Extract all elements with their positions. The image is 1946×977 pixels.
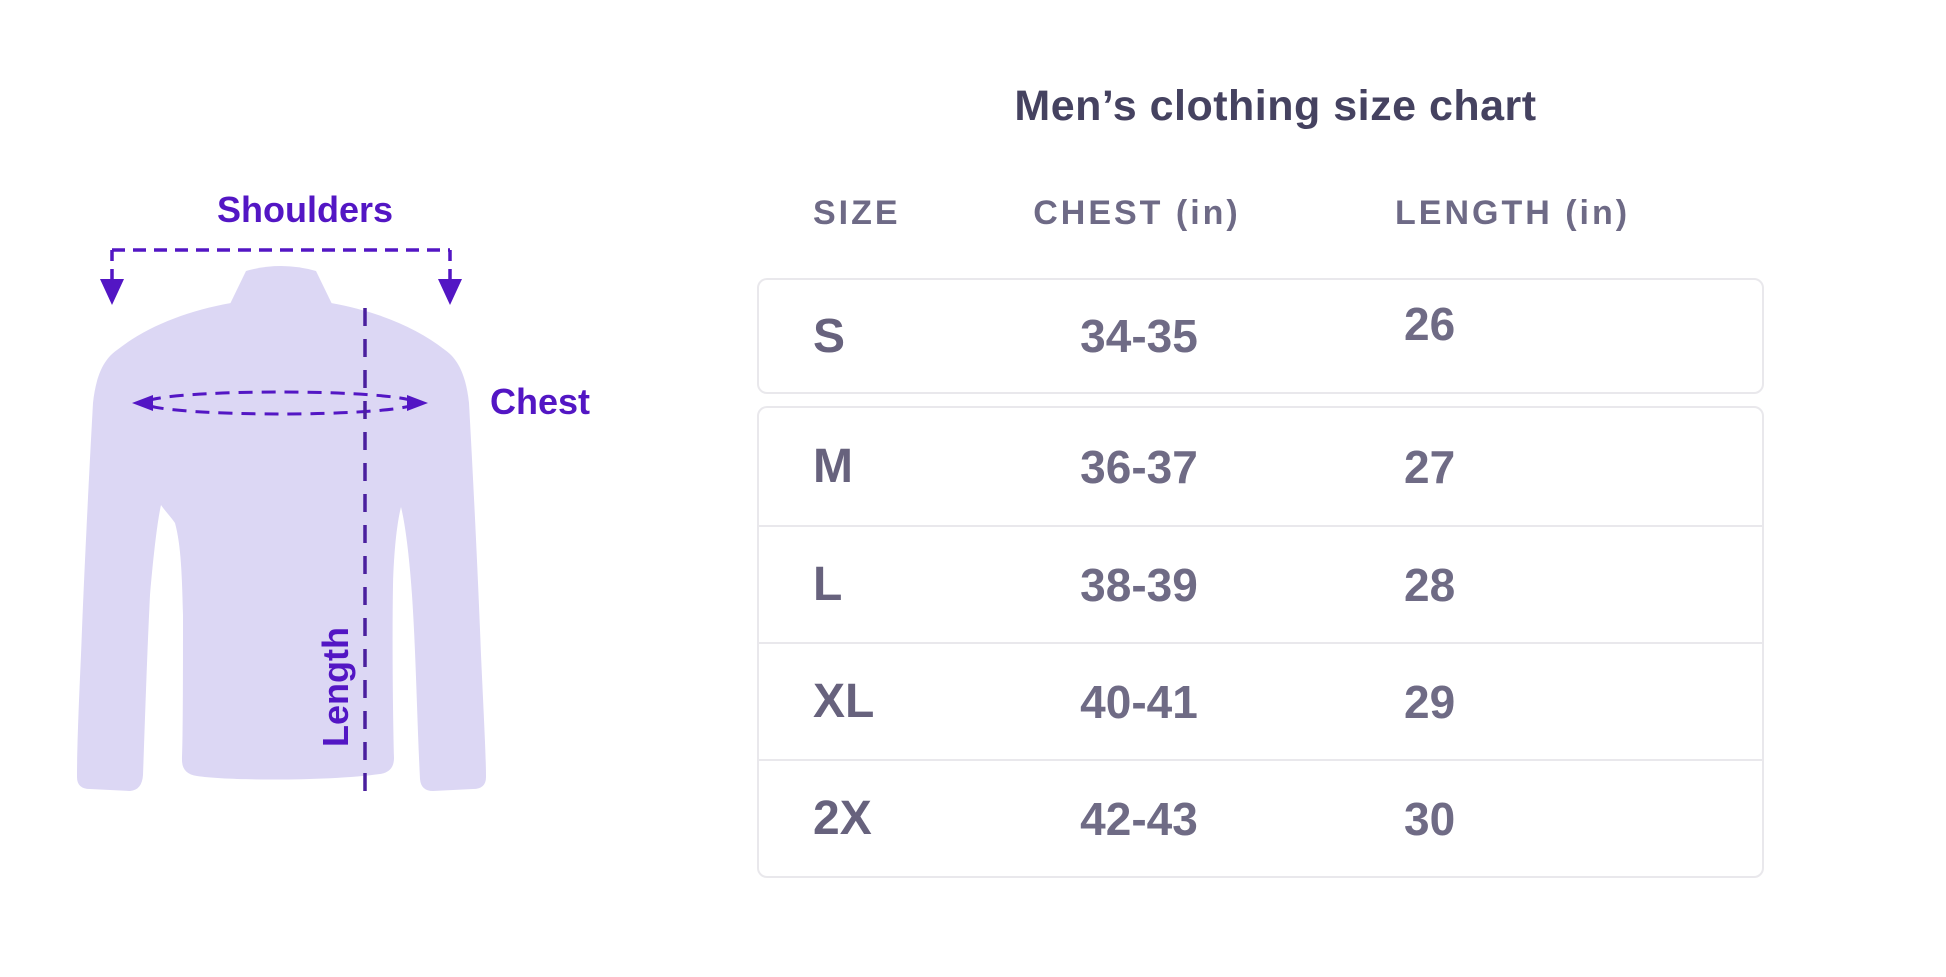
size-value: 2X xyxy=(813,792,872,845)
length-value: 27 xyxy=(1404,440,1456,493)
column-header-chest: CHEST (in) xyxy=(1033,194,1241,232)
table-box-main: M 36-37 27 L 38-39 28 XL 40-41 29 2X 42-… xyxy=(757,406,1764,878)
table-row: M 36-37 27 xyxy=(759,408,1762,525)
chest-value: 42-43 xyxy=(1080,792,1198,845)
size-chart: Men’s clothing size chart SIZE CHEST (in… xyxy=(757,58,1764,878)
shoulders-measure-bracket xyxy=(110,248,452,281)
length-value: 26 xyxy=(1404,298,1456,350)
table-row: XL 40-41 29 xyxy=(759,642,1762,759)
table-box-top: S 34-35 26 xyxy=(757,278,1764,394)
size-value: XL xyxy=(813,675,875,728)
chest-label: Chest xyxy=(490,381,591,422)
chest-value: 40-41 xyxy=(1080,675,1198,728)
column-header-size: SIZE xyxy=(813,194,901,232)
shirt-silhouette xyxy=(77,303,486,791)
length-value: 30 xyxy=(1404,792,1456,845)
shoulders-label: Shoulders xyxy=(216,189,394,230)
length-value: 29 xyxy=(1404,675,1456,728)
chest-value: 38-39 xyxy=(1080,558,1198,611)
shirt-measurement-diagram xyxy=(77,248,486,797)
size-value: L xyxy=(813,558,843,611)
table-header-row: SIZE CHEST (in) LENGTH (in) xyxy=(757,194,1764,232)
shoulders-arrow-right-icon xyxy=(438,279,462,305)
chest-arrow-left-icon xyxy=(132,395,153,411)
table-row: S 34-35 26 xyxy=(759,280,1762,392)
chest-arrow-right-icon xyxy=(407,395,428,411)
chest-value: 34-35 xyxy=(1080,310,1198,362)
length-value: 28 xyxy=(1404,558,1456,611)
size-value: M xyxy=(813,440,853,493)
page-title: Men’s clothing size chart xyxy=(1014,82,1537,130)
chest-value: 36-37 xyxy=(1080,440,1198,493)
length-label: Length xyxy=(315,627,356,747)
table-row: 2X 42-43 30 xyxy=(759,759,1762,876)
shirt-collar xyxy=(230,266,332,304)
table-row: L 38-39 28 xyxy=(759,525,1762,642)
size-value: S xyxy=(813,309,846,363)
shoulders-arrow-left-icon xyxy=(100,279,124,305)
column-header-length: LENGTH (in) xyxy=(1395,194,1631,232)
